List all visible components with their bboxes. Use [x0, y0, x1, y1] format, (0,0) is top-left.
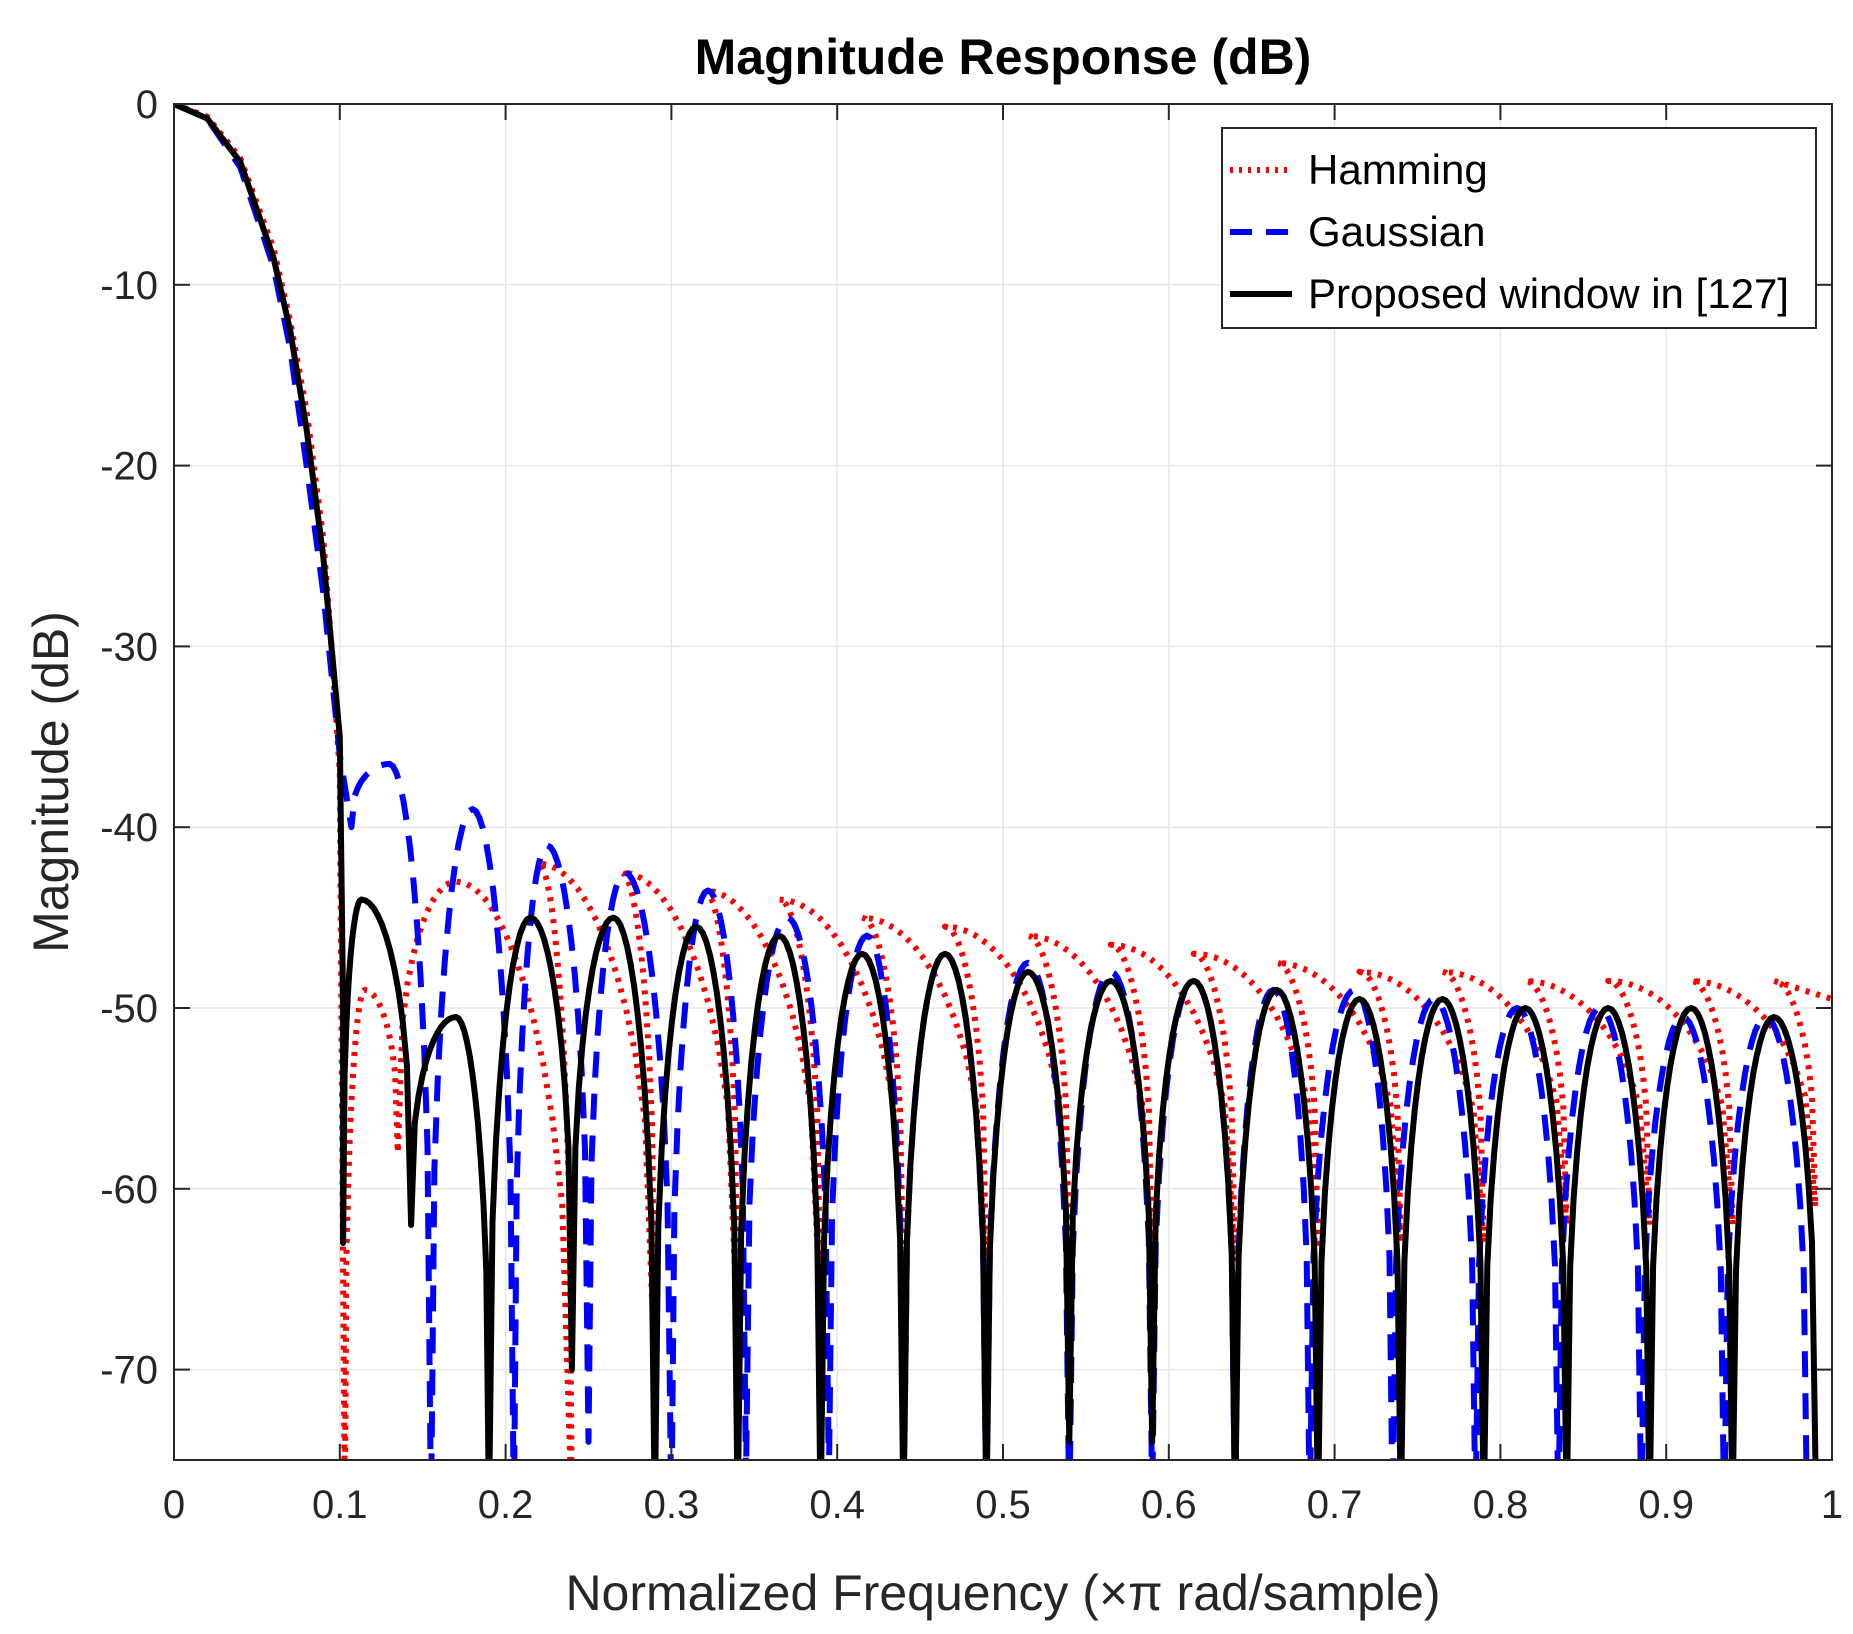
x-tick-label-6: 0.6 — [1141, 1483, 1197, 1527]
x-tick-label-3: 0.3 — [644, 1483, 700, 1527]
y-tick-label-6: -60 — [100, 1168, 158, 1212]
chart-title: Magnitude Response (dB) — [695, 29, 1312, 85]
x-tick-label-2: 0.2 — [478, 1483, 534, 1527]
x-tick-label-8: 0.8 — [1473, 1483, 1529, 1527]
y-tick-label-2: -20 — [100, 445, 158, 489]
x-tick-label-10: 1 — [1821, 1483, 1843, 1527]
y-tick-label-5: -50 — [100, 987, 158, 1031]
legend-label-hamming: Hamming — [1308, 146, 1488, 193]
legend-label-proposed: Proposed window in [127] — [1308, 270, 1789, 317]
x-tick-label-4: 0.4 — [809, 1483, 865, 1527]
y-tick-labels: 0 -10 -20 -30 -40 -50 -60 -70 — [100, 83, 158, 1393]
legend-box — [1221, 127, 1817, 329]
x-tick-label-1: 0.1 — [312, 1483, 368, 1527]
y-tick-label-1: -10 — [100, 264, 158, 308]
series-line-proposed-window-in-127 — [174, 104, 1819, 1460]
x-tick-labels: 0 0.1 0.2 0.3 0.4 0.5 0.6 0.7 0.8 0.9 1 — [163, 1483, 1843, 1527]
y-tick-label-4: -40 — [100, 806, 158, 850]
x-axis-label: Normalized Frequency (×π rad/sample) — [565, 1565, 1440, 1621]
y-tick-label-3: -30 — [100, 625, 158, 669]
legend: Hamming Gaussian Proposed window in [127… — [1221, 127, 1817, 329]
series-line-hamming — [174, 104, 1832, 1460]
x-tick-label-0: 0 — [163, 1483, 185, 1527]
legend-label-gaussian: Gaussian — [1308, 208, 1485, 255]
x-tick-label-7: 0.7 — [1307, 1483, 1363, 1527]
tick-marks — [173, 103, 1833, 1460]
y-axis-label: Magnitude (dB) — [23, 611, 79, 953]
y-tick-label-7: -70 — [100, 1349, 158, 1393]
series-lines — [174, 104, 1832, 1460]
x-tick-label-9: 0.9 — [1638, 1483, 1694, 1527]
x-tick-label-5: 0.5 — [975, 1483, 1031, 1527]
y-tick-label-0: 0 — [136, 83, 158, 127]
